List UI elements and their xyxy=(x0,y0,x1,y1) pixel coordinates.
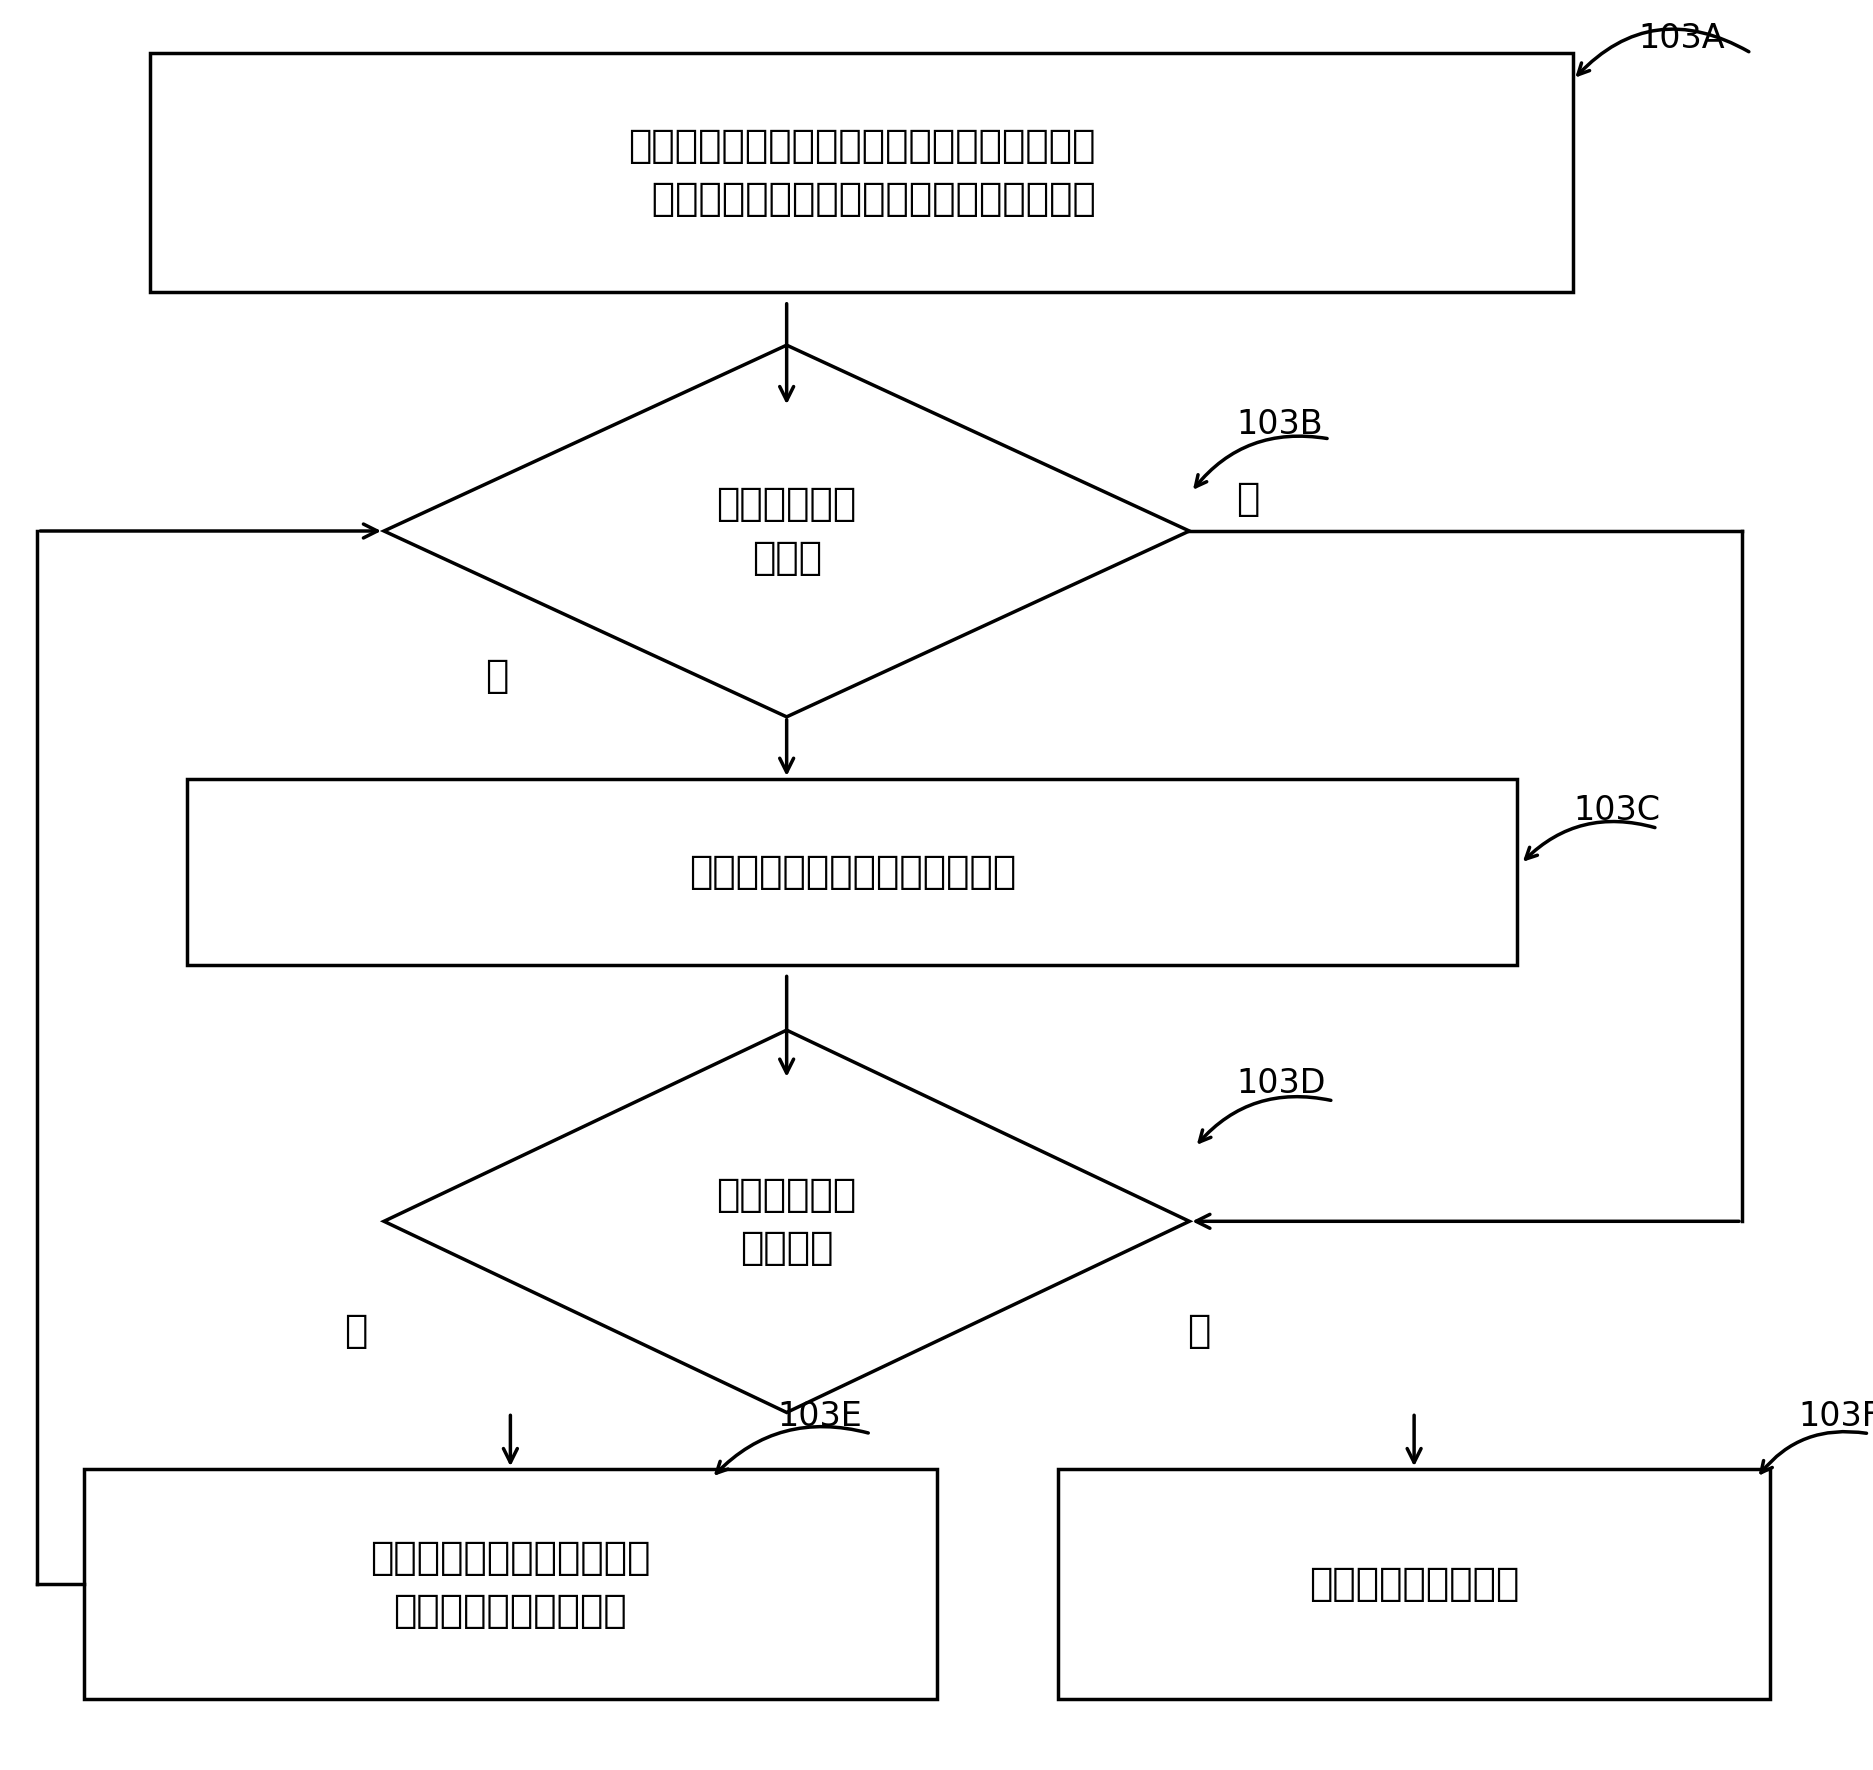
Bar xyxy=(1058,1469,1770,1699)
Text: 从所述驱干像素点云数据序列中确定第一幅需
  要进行拼接的深度图像的驱干像素点云数据: 从所述驱干像素点云数据序列中确定第一幅需 要进行拼接的深度图像的驱干像素点云数据 xyxy=(627,127,1096,218)
Text: 103F: 103F xyxy=(1798,1400,1873,1432)
Text: 103B: 103B xyxy=(1236,409,1322,441)
Text: 差异度是否大
于阈值: 差异度是否大 于阈值 xyxy=(717,485,856,577)
Polygon shape xyxy=(384,1030,1189,1412)
Text: 输出待拼接数据序列: 输出待拼接数据序列 xyxy=(1309,1565,1519,1604)
Text: 选取点云数据序列的下一帧
作为新的待选点云数据: 选取点云数据序列的下一帧 作为新的待选点云数据 xyxy=(371,1538,650,1630)
Text: 103A: 103A xyxy=(1639,23,1725,55)
Polygon shape xyxy=(384,345,1189,717)
Text: 是: 是 xyxy=(485,657,508,696)
Text: 否: 否 xyxy=(1236,480,1259,519)
Text: 点云数据序列
是否结束: 点云数据序列 是否结束 xyxy=(717,1175,856,1267)
Text: 待选点云数据确定为待拼接数据: 待选点云数据确定为待拼接数据 xyxy=(689,853,1015,890)
Text: 103C: 103C xyxy=(1573,795,1659,827)
Text: 103D: 103D xyxy=(1236,1067,1326,1099)
Text: 是: 是 xyxy=(1187,1312,1210,1351)
Bar xyxy=(84,1469,936,1699)
Text: 103E: 103E xyxy=(777,1400,862,1432)
Bar xyxy=(187,779,1517,965)
Text: 否: 否 xyxy=(345,1312,367,1351)
Bar xyxy=(150,53,1573,292)
